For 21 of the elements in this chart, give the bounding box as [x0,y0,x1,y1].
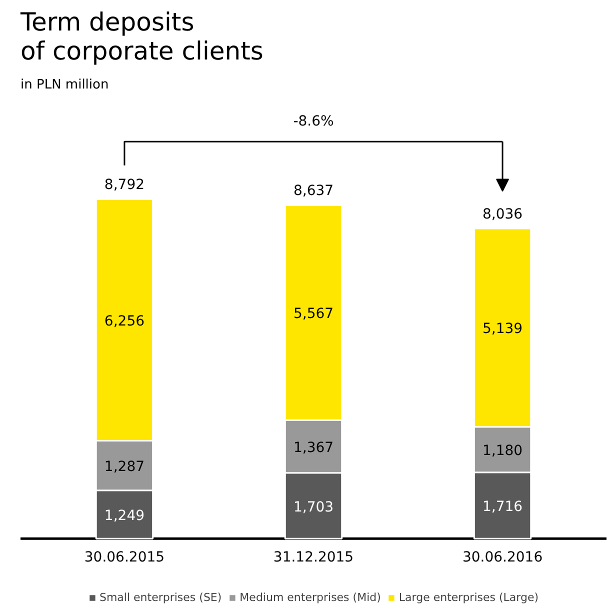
data-label: 1,716 [482,499,523,516]
data-label: 1,249 [104,508,145,524]
legend-label: Large enterprises (Large) [398,591,539,604]
total-label: 8,036 [482,206,523,222]
data-label: 1,180 [482,443,523,460]
x-tick-label: 30.06.2016 [462,550,543,566]
total-label: 8,637 [293,183,334,200]
x-tick-label: 30.06.2015 [84,550,165,566]
chart-subtitle: in PLN million [20,78,109,92]
data-label: 1,287 [104,459,145,476]
data-label: 1,703 [293,499,334,516]
legend-label: Medium enterprises (Mid) [240,591,381,604]
data-label: 5,139 [482,321,523,338]
text: -8.6% [293,114,334,130]
total-label: 8,792 [104,177,145,194]
data-label: 5,567 [293,306,334,322]
legend-label: Small enterprises (SE) [99,591,222,604]
data-label: 6,256 [104,314,145,330]
x-tick-label: 31.12.2015 [273,550,354,566]
chart-title: Term deposits of corporate clients [20,8,264,66]
data-label: 1,367 [293,440,334,456]
